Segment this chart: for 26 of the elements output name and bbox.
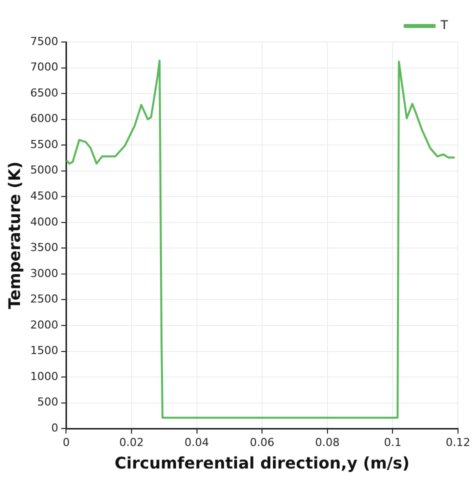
y-tick-label: 4500 [30,190,58,202]
y-tick-label: 5000 [30,164,58,177]
y-tick-label: 7000 [30,60,58,74]
x-tick-label: 0.04 [184,436,210,450]
y-tick-label: 6500 [30,86,58,100]
y-tick-label: 0 [51,421,58,434]
y-tick-label: 2500 [30,292,58,306]
y-tick-label: 5500 [30,138,58,151]
x-tick-label: 0.12 [446,436,470,450]
x-tick-label: 0.06 [250,436,274,450]
x-tick-label: 0 [62,436,70,450]
y-tick-label: 2000 [30,318,58,332]
legend-label: T [440,18,449,32]
y-tick-label: 1500 [30,344,58,358]
y-tick-label: 3000 [30,266,58,280]
y-tick-label: 4000 [30,215,58,228]
x-axis-title: Circumferential direction,y (m/s) [114,454,410,473]
y-tick-label: 1000 [30,370,58,383]
y-tick-label: 6000 [30,112,58,126]
x-tick-label: 0.02 [119,436,144,450]
y-tick-label: 3500 [30,241,58,254]
x-tick-label: 0.08 [315,436,340,450]
x-tick-label: 0.1 [384,436,402,450]
y-axis-title: Temperature (K) [4,161,24,310]
y-tick-label: 7500 [30,34,58,48]
y-tick-label: 500 [37,396,58,409]
